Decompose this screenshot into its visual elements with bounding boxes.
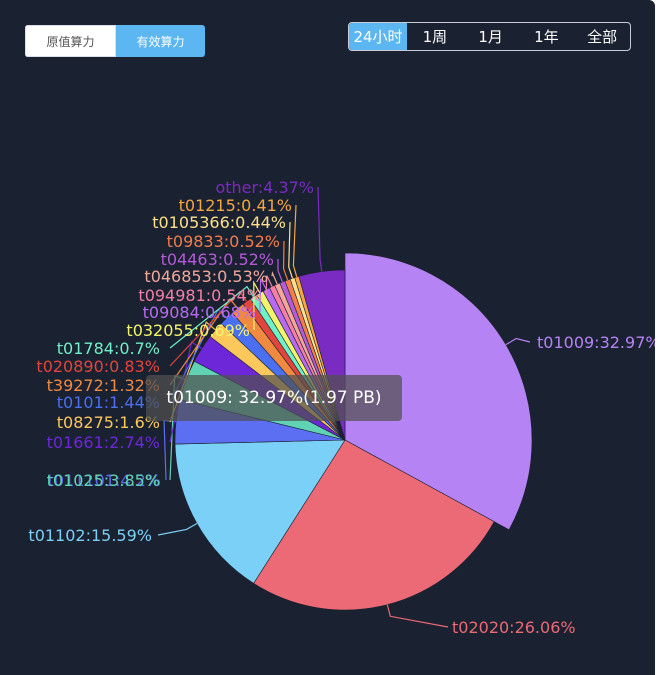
label-line-t032055 — [253, 280, 261, 331]
label-line-t04463 — [277, 258, 283, 283]
pie-slice-t02020[interactable] — [253, 439, 495, 611]
slice-label-t39272: t39272:1.32% — [47, 376, 160, 395]
slice-label-t01025: t01025:3.85% — [47, 471, 160, 490]
range-1w-button[interactable]: 1周 — [422, 28, 448, 46]
label-line-t094981 — [265, 275, 273, 296]
slice-label-t01009: t01009:32.97% — [537, 333, 655, 352]
slice-label-t09084: t09084:0.68% — [143, 303, 256, 322]
label-line-t020890 — [169, 290, 248, 367]
label-line-t01102 — [157, 523, 198, 536]
range-1m-button[interactable]: 1月 — [478, 28, 503, 46]
range-1y-button[interactable]: 1年 — [534, 28, 559, 46]
label-line-t09084 — [259, 278, 267, 313]
slice-label-t0101: t0101:1.44% — [57, 393, 160, 412]
label-line-other — [317, 186, 323, 272]
slice-label-other: other:4.37% — [215, 178, 314, 197]
slice-label-t032055: t032055:0.69% — [126, 321, 250, 340]
slice-label-t011101: t011101:4.2% — [48, 471, 161, 490]
range-all-button[interactable]: 全部 — [587, 28, 618, 46]
slice-label-t04463: t04463:0.52% — [161, 250, 274, 269]
power-type-toggle: 原值算力 有效算力 — [25, 25, 205, 57]
slice-label-t02020: t02020:26.06% — [452, 618, 576, 637]
time-range-selector: 24小时 1周 1月 1年 全部 — [348, 22, 631, 51]
label-line-t02020 — [386, 604, 449, 628]
slice-label-t08275: t08275:1.6% — [57, 413, 160, 432]
slice-label-t09833: t09833:0.52% — [167, 232, 280, 251]
slice-label-t01784: t01784:0.7% — [57, 339, 160, 358]
slice-label-t01661: t01661:2.74% — [47, 433, 160, 452]
label-line-t09833 — [282, 240, 289, 281]
label-line-t39272 — [169, 297, 239, 386]
label-line-t046853 — [271, 270, 278, 285]
range-24h-button[interactable]: 24小时 — [349, 23, 407, 50]
page-scrollbar[interactable] — [655, 0, 670, 675]
label-line-t0105366 — [288, 221, 294, 279]
slice-label-t094981: t094981:0.54% — [138, 286, 262, 305]
raw-power-option[interactable]: 原值算力 — [25, 25, 116, 57]
label-line-t01009 — [505, 337, 531, 346]
effective-power-option[interactable]: 有效算力 — [116, 25, 205, 57]
slice-label-t01215: t01215:0.41% — [179, 196, 292, 215]
slice-label-t0105366: t0105366:0.44% — [152, 213, 286, 232]
label-line-t01215 — [292, 204, 298, 278]
slice-label-t01102: t01102:15.59% — [28, 526, 152, 545]
slice-label-t046853: t046853:0.53% — [144, 267, 268, 286]
chart-tooltip: t01009: 32.97%(1.97 PB) — [146, 375, 402, 421]
slice-label-t020890: t020890:0.83% — [36, 357, 160, 376]
label-line-t01784 — [169, 285, 254, 349]
pie-chart: t01009:32.97% t02020:26.06% t01102:15.59% t… — [28, 178, 655, 637]
